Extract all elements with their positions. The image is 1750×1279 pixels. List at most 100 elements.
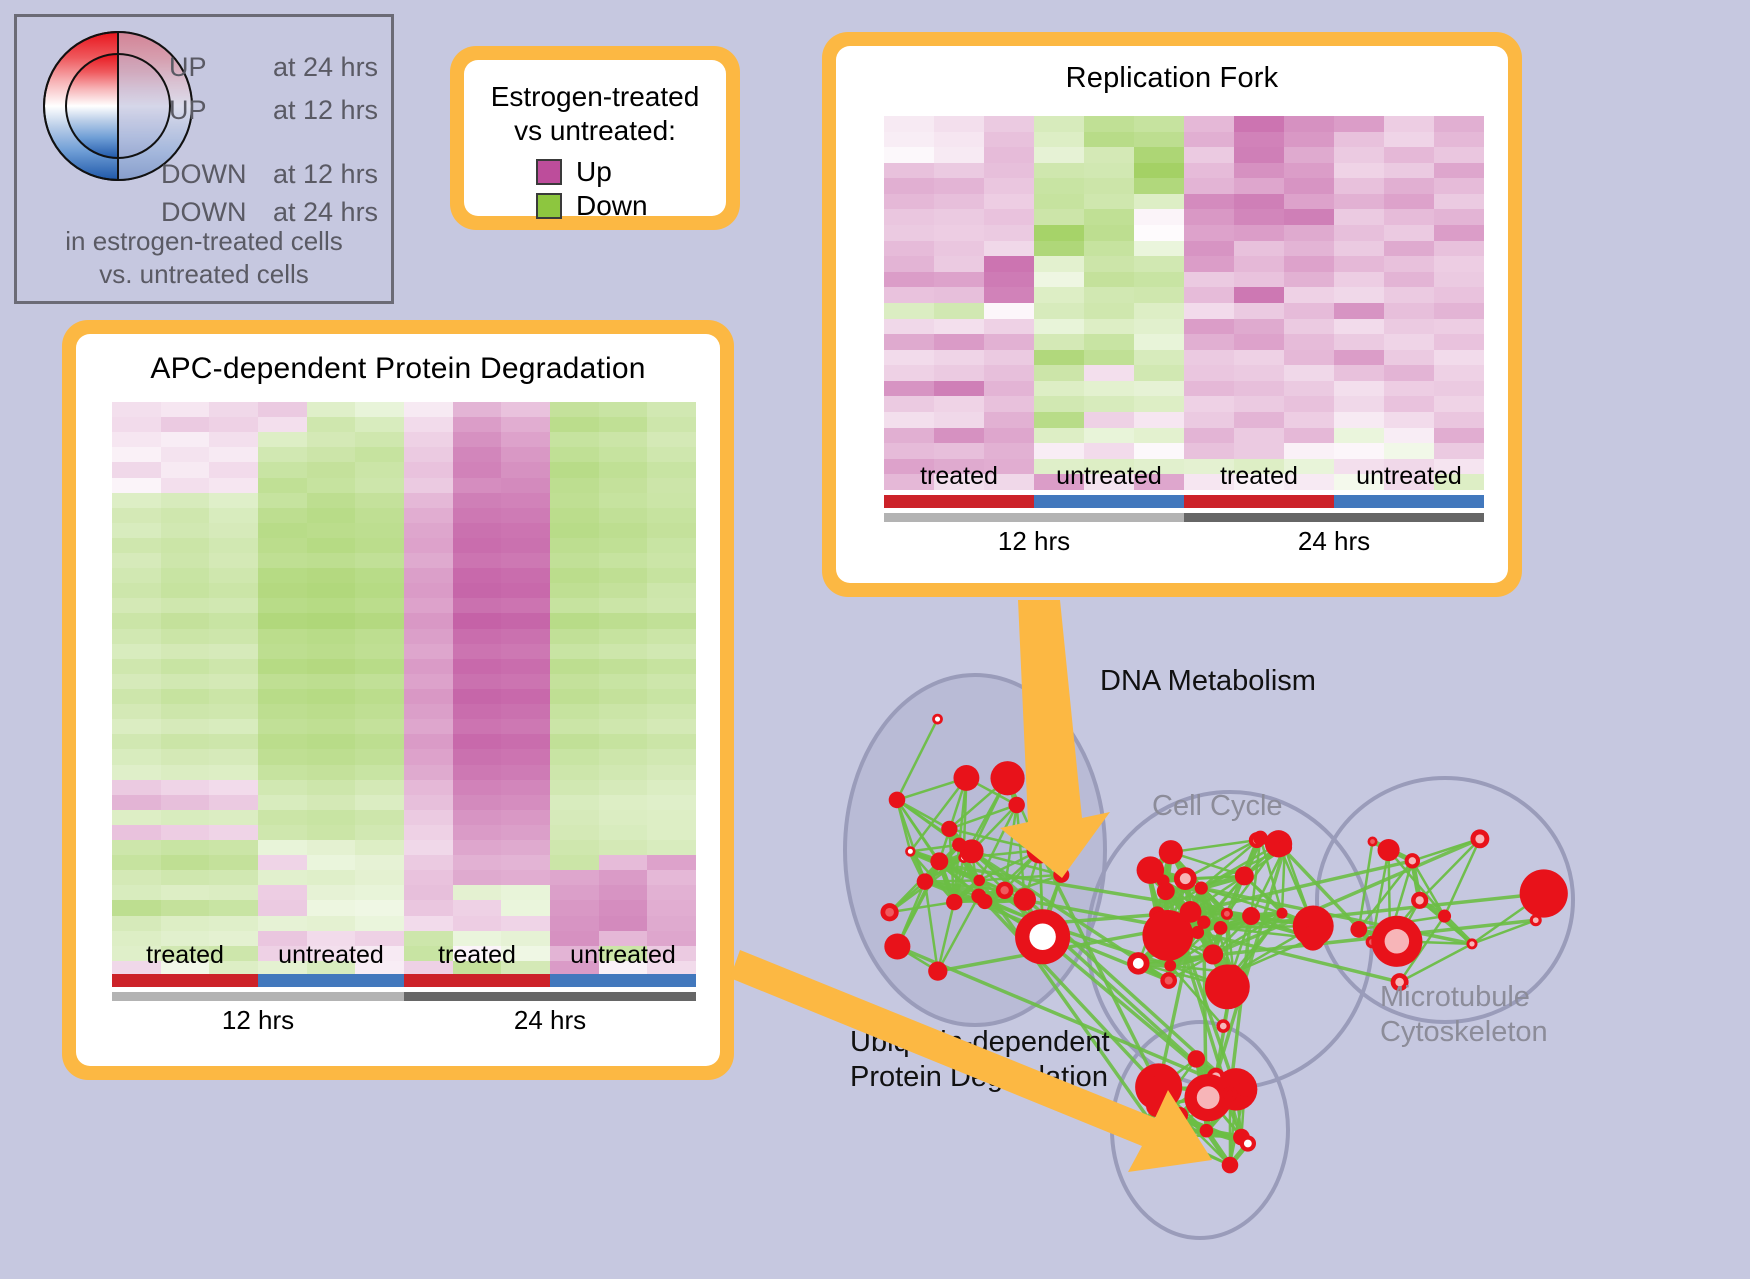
concentric-ring-diagram	[43, 31, 193, 226]
heatmap-cell	[1434, 427, 1484, 444]
heatmap-cell	[501, 794, 550, 810]
network-node	[1194, 881, 1208, 895]
network-edge	[1200, 837, 1262, 890]
heatmap-cell	[355, 688, 404, 705]
heatmap-cell	[1234, 178, 1284, 194]
heatmap-cell	[598, 568, 648, 584]
legend-item-up-label: Up	[576, 156, 612, 188]
apc-time-labels: 12 hrs 24 hrs	[112, 1005, 696, 1036]
heatmap-cell	[1384, 334, 1434, 350]
heatmap-cell	[355, 824, 404, 841]
heatmap-cell	[209, 779, 258, 795]
heatmap-cell	[404, 507, 453, 523]
heatmap-cell	[160, 568, 210, 584]
heatmap-cell	[209, 673, 258, 689]
group-color-segment	[550, 974, 696, 987]
heatmap-cell	[934, 271, 984, 288]
heatmap-cell	[934, 287, 984, 303]
heatmap-cell	[501, 945, 550, 961]
heatmap-cell	[984, 380, 1034, 397]
heatmap-cell	[355, 840, 404, 856]
heatmap-cell	[306, 749, 356, 765]
heatmap-cell	[598, 628, 648, 644]
heatmap-cell	[452, 779, 502, 795]
heatmap-cell	[404, 945, 453, 961]
heatmap-cell	[209, 749, 258, 765]
heatmap-cell	[1084, 287, 1134, 303]
heatmap-cell	[258, 522, 307, 538]
heatmap-cell	[598, 583, 648, 599]
heatmap-cell	[112, 568, 161, 584]
heatmap-cell	[1284, 334, 1334, 350]
heatmap-cell	[306, 613, 356, 629]
heatmap-cell	[501, 432, 550, 448]
heatmap-cell	[501, 870, 550, 886]
heatmap-cell	[1034, 162, 1084, 179]
heatmap-cell	[1034, 349, 1084, 366]
heatmap-cell	[934, 412, 984, 428]
heatmap-cell	[647, 945, 696, 961]
network-node	[884, 933, 911, 960]
network-node	[1199, 1123, 1214, 1138]
heatmap-cell	[501, 658, 550, 674]
heatmap-cell	[209, 870, 258, 886]
heatmap-cell	[258, 477, 307, 493]
heatmap-cell	[598, 749, 648, 765]
heatmap-cell	[306, 870, 356, 886]
up-down-legend-inner: Estrogen-treated vs untreated: Up Down	[464, 60, 726, 221]
heatmap-cell	[550, 522, 599, 538]
legend-time-down-12: at 12 hrs	[273, 159, 379, 189]
heatmap-cell	[452, 885, 502, 901]
heatmap-cell	[160, 688, 210, 705]
heatmap-cell	[258, 960, 307, 976]
heatmap-cell	[306, 900, 356, 916]
heatmap-cell	[934, 147, 984, 163]
network-node	[1135, 1063, 1183, 1111]
heatmap-cell	[404, 658, 453, 674]
heatmap-cell	[934, 193, 984, 210]
heatmap-cell	[1234, 318, 1284, 335]
heatmap-cell	[1134, 365, 1184, 381]
heatmap-cell	[550, 945, 599, 961]
network-node	[953, 764, 980, 791]
legend-key-up-12: UP	[169, 95, 207, 125]
heatmap-cell	[1234, 474, 1284, 490]
heatmap-cell	[258, 945, 307, 961]
heatmap-cell	[934, 443, 984, 459]
heatmap-cell	[1384, 474, 1434, 490]
heatmap-cell	[1334, 162, 1384, 179]
heatmap-cell	[884, 240, 934, 257]
time-color-segment	[112, 992, 404, 1001]
heatmap-cell	[355, 719, 404, 735]
heatmap-cell	[112, 462, 161, 478]
heatmap-cell	[1384, 412, 1434, 428]
heatmap-cell	[598, 870, 648, 886]
heatmap-cell	[258, 537, 307, 554]
heatmap-cell	[1184, 412, 1234, 428]
heatmap-cell	[647, 855, 696, 871]
group-label: treated	[146, 941, 224, 969]
heatmap-cell	[209, 447, 258, 463]
heatmap-cell	[1234, 396, 1284, 413]
heatmap-cell	[209, 658, 258, 674]
heatmap-cell	[984, 365, 1034, 381]
network-node	[1367, 836, 1378, 847]
heatmap-cell	[355, 432, 404, 448]
heatmap-cell	[1184, 474, 1234, 490]
heatmap-cell	[160, 613, 210, 629]
heatmap-cell	[1034, 302, 1084, 319]
heatmap-cell	[1134, 271, 1184, 288]
heatmap-cell	[452, 719, 502, 735]
heatmap-cell	[112, 885, 161, 901]
heatmap-cell	[598, 673, 648, 689]
heatmap-cell	[160, 522, 210, 538]
heatmap-cell	[112, 870, 161, 886]
heatmap-cell	[355, 417, 404, 433]
network-node	[1136, 856, 1165, 884]
heatmap-cell	[550, 794, 599, 810]
heatmap-cell	[1184, 443, 1234, 459]
heatmap-cell	[501, 809, 550, 825]
heatmap-cell	[501, 522, 550, 538]
heatmap-cell	[452, 492, 502, 508]
heatmap-cell	[598, 507, 648, 523]
